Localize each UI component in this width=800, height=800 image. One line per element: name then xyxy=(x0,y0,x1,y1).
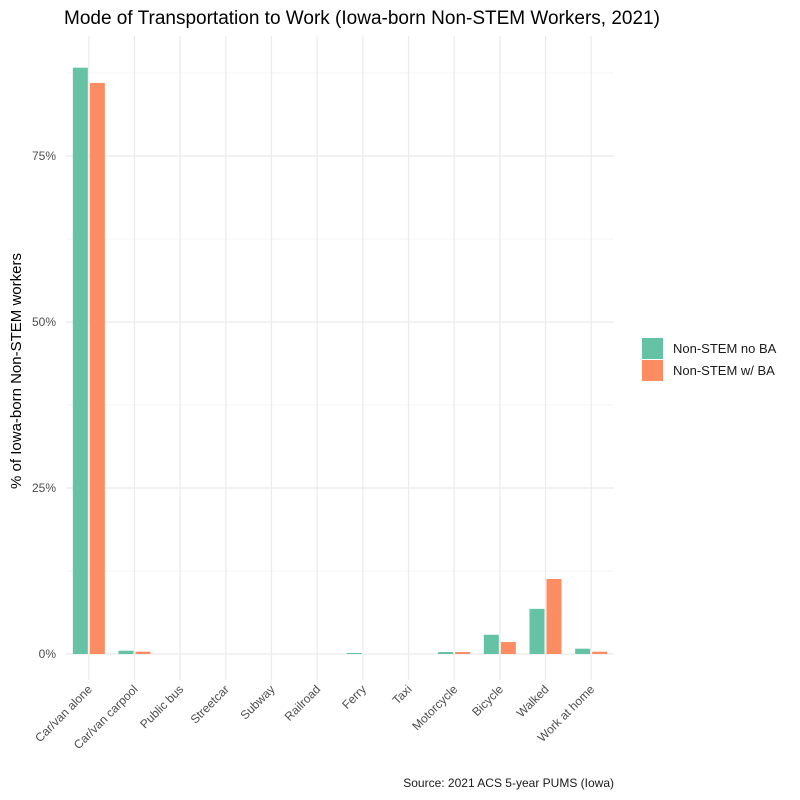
bar xyxy=(575,648,591,654)
bar xyxy=(135,651,151,654)
x-tick-label: Bicycle xyxy=(469,682,506,719)
legend: Non-STEM no BA Non-STEM w/ BA xyxy=(642,338,777,381)
chart-title: Mode of Transportation to Work (Iowa-bor… xyxy=(64,8,660,29)
bar xyxy=(118,650,134,654)
y-tick-label: 25% xyxy=(32,481,56,495)
x-tick-label: Walked xyxy=(514,682,552,720)
y-tick-label: 0% xyxy=(39,647,57,661)
bar xyxy=(529,608,545,654)
bar xyxy=(438,652,454,654)
legend-key xyxy=(642,338,663,359)
bar xyxy=(346,653,362,654)
y-tick-label: 50% xyxy=(32,315,56,329)
grid xyxy=(66,36,614,680)
y-tick-label: 75% xyxy=(32,149,56,163)
bar xyxy=(500,642,516,654)
legend-key xyxy=(642,360,663,381)
bar xyxy=(592,651,608,654)
x-tick-label: Taxi xyxy=(390,682,415,707)
bar xyxy=(72,67,88,655)
bar xyxy=(483,634,499,654)
x-tick-label: Motorcycle xyxy=(409,682,460,733)
bar xyxy=(546,578,562,654)
bars xyxy=(72,67,608,655)
x-tick-label: Public bus xyxy=(137,682,186,731)
bar xyxy=(89,82,105,654)
bar xyxy=(455,652,471,654)
x-tick-label: Subway xyxy=(238,682,278,722)
x-tick-label: Ferry xyxy=(339,682,369,712)
chart-caption: Source: 2021 ACS 5-year PUMS (Iowa) xyxy=(403,776,614,790)
x-tick-label: Railroad xyxy=(282,682,324,724)
legend-label: Non-STEM w/ BA xyxy=(673,363,775,378)
legend-label: Non-STEM no BA xyxy=(673,341,777,356)
x-tick-label: Streetcar xyxy=(188,682,232,726)
y-axis-label: % of Iowa-born Non-STEM workers xyxy=(8,253,25,489)
